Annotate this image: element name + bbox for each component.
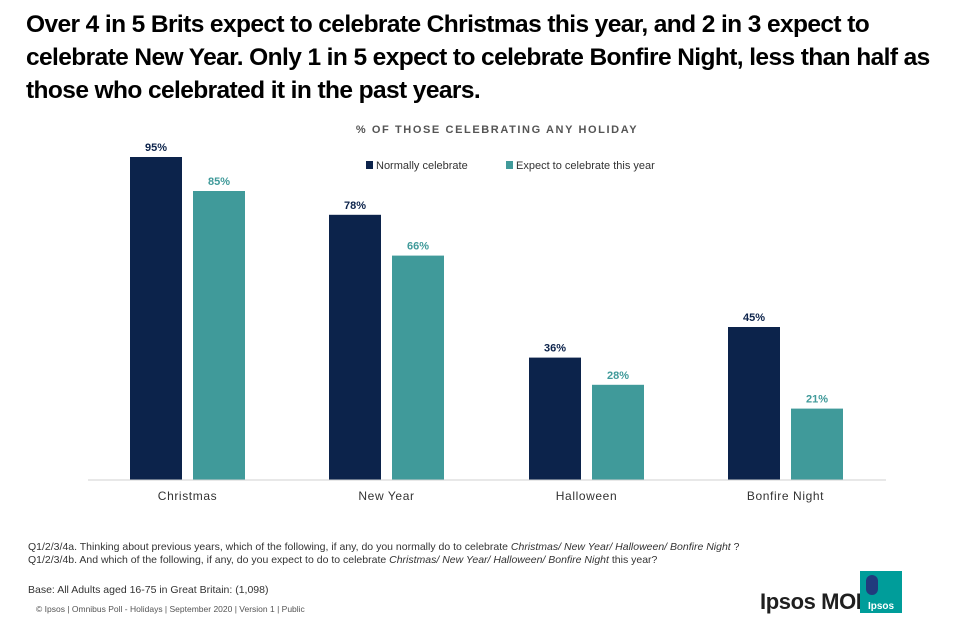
data-label: 85% bbox=[208, 176, 230, 188]
x-tick-label: Christmas bbox=[158, 489, 217, 503]
bar-christmas-series-2 bbox=[193, 191, 245, 480]
bar-bonfire-night-series-1 bbox=[728, 327, 780, 480]
footer-copyright: © Ipsos | Omnibus Poll - Holidays | Sept… bbox=[36, 604, 305, 614]
data-label: 66% bbox=[407, 241, 429, 253]
bars-group: 95% 85% 78% 66% 36% 28% 45% 21% bbox=[130, 142, 843, 481]
data-label: 78% bbox=[344, 200, 366, 212]
data-label: 36% bbox=[544, 343, 566, 355]
bar-chart: % OF THOSE CELEBRATING ANY HOLIDAY Norma… bbox=[88, 124, 886, 503]
ipsos-logo-icon: Ipsos bbox=[860, 571, 902, 613]
x-tick-label: Bonfire Night bbox=[747, 489, 824, 503]
question-1-note: Q1/2/3/4a. Thinking about previous years… bbox=[28, 541, 740, 553]
bar-christmas-series-1 bbox=[130, 157, 182, 480]
question-notes: Q1/2/3/4a. Thinking about previous years… bbox=[28, 541, 739, 567]
bar-halloween-series-2 bbox=[592, 384, 644, 480]
bar-halloween-series-1 bbox=[529, 357, 581, 480]
x-axis-ticks: Christmas New Year Halloween Bonfire Night bbox=[158, 489, 824, 503]
chart-title: % OF THOSE CELEBRATING ANY HOLIDAY bbox=[356, 124, 638, 136]
x-tick-label: Halloween bbox=[556, 489, 617, 503]
data-label: 28% bbox=[607, 370, 629, 382]
headline-line-2: celebrate New Year. Only 1 in 5 expect t… bbox=[26, 44, 930, 71]
data-label: 95% bbox=[145, 142, 167, 154]
legend-swatch bbox=[506, 161, 513, 169]
ipsos-logo-text: Ipsos bbox=[868, 601, 895, 612]
question-2-note: Q1/2/3/4b. And which of the following, i… bbox=[28, 554, 658, 566]
data-label: 45% bbox=[743, 312, 765, 324]
ipsos-mori-wordmark: Ipsos MORI bbox=[760, 589, 878, 614]
headline-line-3: those who celebrated it in the past year… bbox=[26, 77, 481, 104]
headline-line-1: Over 4 in 5 Brits expect to celebrate Ch… bbox=[26, 11, 870, 38]
bar-new-year-series-1 bbox=[329, 214, 381, 481]
bar-new-year-series-2 bbox=[392, 255, 444, 480]
legend-swatch bbox=[366, 161, 373, 169]
legend-label: Expect to celebrate this year bbox=[516, 160, 655, 172]
bar-bonfire-night-series-2 bbox=[791, 408, 843, 480]
chart-legend: Normally celebrate Expect to celebrate th… bbox=[366, 160, 655, 172]
x-tick-label: New Year bbox=[358, 489, 414, 503]
data-label: 21% bbox=[806, 394, 828, 406]
legend-label: Normally celebrate bbox=[376, 160, 468, 172]
headline: Over 4 in 5 Brits expect to celebrate Ch… bbox=[26, 8, 930, 107]
base-note: Base: All Adults aged 16-75 in Great Bri… bbox=[28, 584, 269, 596]
